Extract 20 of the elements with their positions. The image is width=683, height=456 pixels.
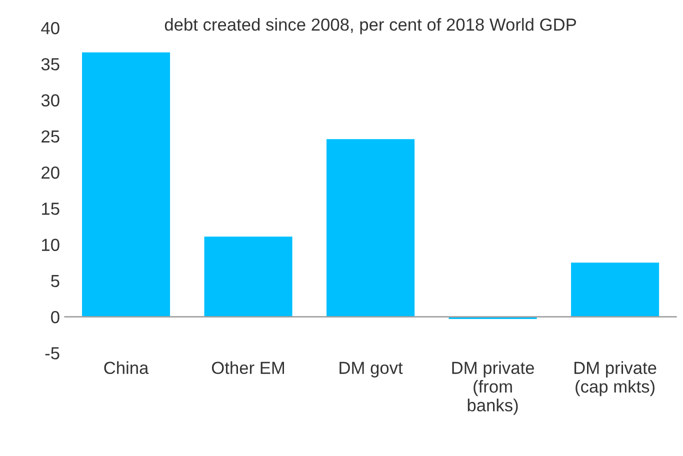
y-tick-label: -5 bbox=[45, 347, 60, 360]
bar bbox=[82, 52, 170, 317]
y-tick-label: 10 bbox=[42, 238, 60, 252]
bar bbox=[204, 236, 292, 317]
y-tick-label: 15 bbox=[42, 202, 60, 215]
y-tick-label: 40 bbox=[41, 22, 60, 34]
x-tick-label: DM govt bbox=[340, 362, 403, 378]
x-tick-label: DM private (cap mkts) bbox=[574, 361, 656, 396]
chart-title: debt created since 2008, per cent of 2018 World GDP bbox=[164, 18, 576, 34]
y-tick-label: 5 bbox=[51, 275, 60, 288]
bar bbox=[571, 262, 660, 317]
y-tick-label: 30 bbox=[41, 94, 60, 107]
y-tick-label: 20 bbox=[42, 166, 60, 179]
x-tick-label: Other EM bbox=[212, 361, 284, 374]
y-tick-label: 0 bbox=[51, 310, 60, 324]
y-tick-label: 25 bbox=[42, 130, 60, 143]
y-tick-label: 35 bbox=[41, 58, 60, 70]
x-tick-label: China bbox=[104, 361, 149, 374]
x-tick-label: DM private (from banks) bbox=[452, 361, 534, 415]
bar bbox=[326, 139, 415, 317]
